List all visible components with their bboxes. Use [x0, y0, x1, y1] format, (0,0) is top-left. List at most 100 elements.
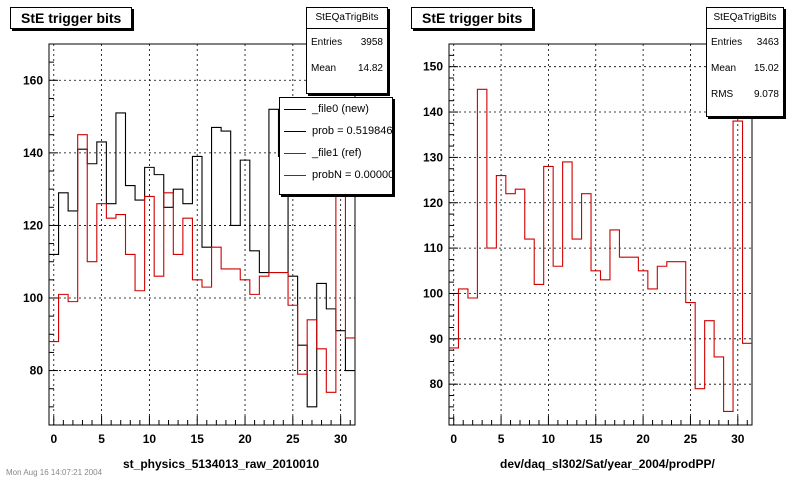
histogram-series-file0	[49, 108, 355, 408]
y-tick-label: 160	[23, 73, 43, 87]
x-tick-label: 25	[286, 432, 300, 446]
y-tick-label: 80	[30, 364, 44, 378]
histogram-bin	[601, 279, 610, 281]
histogram-bin	[733, 120, 742, 122]
histogram-bin	[714, 356, 723, 358]
histogram-bin	[49, 253, 59, 255]
histogram-bin	[705, 320, 714, 322]
pad1-legend: _file0 (new) prob = 0.519846 _file1 (ref…	[279, 97, 393, 195]
histogram-bin	[154, 275, 164, 277]
histogram-bin	[695, 388, 704, 390]
pad2-title: StE trigger bits	[411, 7, 534, 29]
histogram-bin	[686, 302, 695, 304]
legend-label: _file0 (new)	[312, 103, 369, 115]
stats-row-rms: RMS 9.078	[707, 81, 783, 107]
stats-label: Mean	[311, 62, 337, 74]
histogram-bin	[563, 161, 572, 163]
histogram-bin	[515, 188, 524, 190]
histogram-bin	[591, 270, 600, 272]
histogram-bin	[59, 192, 69, 194]
histogram-bin	[154, 174, 164, 176]
stats-row-mean: Mean 15.02	[707, 55, 783, 81]
histogram-bin	[307, 406, 317, 408]
stats-label: RMS	[711, 88, 734, 100]
histogram-bin	[269, 108, 279, 110]
histogram-bin	[676, 261, 685, 263]
histogram-bin	[619, 256, 628, 258]
histogram-bin	[458, 288, 467, 290]
histogram-bin	[307, 319, 317, 321]
stats-label: Mean	[711, 62, 737, 74]
legend-entry-file0: _file0 (new)	[280, 98, 392, 120]
histogram-bin	[648, 288, 657, 290]
stats-row-entries: Entries 3958	[307, 29, 387, 55]
x-tick-label: 15	[191, 432, 205, 446]
x-tick-label: 20	[636, 432, 650, 446]
histogram-bin	[317, 282, 327, 284]
stats-name: StEQaTrigBits	[707, 8, 783, 29]
plot-frame	[448, 43, 753, 426]
histogram-bin	[298, 344, 308, 346]
legend-swatch	[284, 152, 306, 154]
histogram-series-file1	[449, 88, 752, 412]
stats-value: 14.82	[357, 62, 383, 74]
y-tick-label: 110	[424, 241, 444, 255]
histogram-bin	[629, 256, 638, 258]
histogram-bin	[192, 155, 202, 157]
legend-entry-prob: prob = 0.519846	[280, 120, 392, 142]
histogram-bin	[525, 238, 534, 240]
histogram-bin	[87, 163, 97, 165]
histogram-bin	[326, 391, 336, 393]
pad2-x-axis-title: dev/daq_sl302/Sat/year_2004/prodPP/	[500, 457, 715, 471]
y-tick-label: 80	[430, 377, 444, 391]
legend-entry-file1: _file1 (ref)	[280, 142, 392, 164]
x-tick-label: 30	[731, 432, 745, 446]
histogram-series-file1	[49, 134, 355, 393]
histogram-bin	[231, 268, 241, 270]
histogram-bin	[116, 214, 126, 216]
histogram-bin	[212, 126, 222, 128]
histogram-bin	[87, 261, 97, 263]
legend-label: probN = 0.000000	[312, 169, 393, 181]
histogram-bin	[135, 290, 145, 292]
histogram-bin	[173, 253, 183, 255]
histogram-bin	[572, 238, 581, 240]
histogram-bin	[259, 275, 269, 277]
x-tick-label: 25	[684, 432, 698, 446]
x-tick-label: 5	[498, 432, 505, 446]
y-tick-label: 90	[430, 332, 444, 346]
histogram-bin	[49, 341, 59, 343]
histogram-bin	[468, 297, 477, 299]
x-tick-label: 15	[589, 432, 603, 446]
histogram-bin	[231, 224, 241, 226]
stats-value: 9.078	[753, 88, 779, 100]
stats-row-mean: Mean 14.82	[307, 55, 387, 81]
histogram-bin	[317, 348, 327, 350]
histogram-bin	[221, 130, 231, 132]
histogram-bin	[240, 159, 250, 161]
histogram-bin	[279, 272, 289, 274]
x-tick-label: 0	[450, 432, 457, 446]
histogram-bin	[449, 347, 458, 349]
histogram-bin	[657, 265, 666, 267]
histogram-bin	[250, 250, 260, 252]
y-tick-label: 120	[423, 196, 443, 210]
histogram-bin	[534, 283, 543, 285]
legend-entry-probn: probN = 0.000000	[280, 164, 392, 186]
histogram-bin	[106, 217, 116, 219]
histogram-bin	[97, 141, 107, 143]
histogram-bin	[202, 286, 212, 288]
x-tick-label: 10	[542, 432, 556, 446]
legend-label: _file1 (ref)	[312, 147, 362, 159]
histogram-bin	[582, 193, 591, 195]
pad1-stats-box: StEQaTrigBits Entries 3958 Mean 14.82	[306, 7, 388, 94]
histogram-bin	[743, 342, 752, 344]
histogram-bin	[116, 112, 126, 114]
legend-swatch	[284, 174, 306, 176]
histogram-bin	[145, 166, 155, 168]
histogram-bin	[192, 279, 202, 281]
histogram-bin	[126, 185, 136, 187]
y-tick-label: 140	[423, 105, 443, 119]
x-tick-label: 5	[98, 432, 105, 446]
histogram-bin	[288, 275, 298, 277]
